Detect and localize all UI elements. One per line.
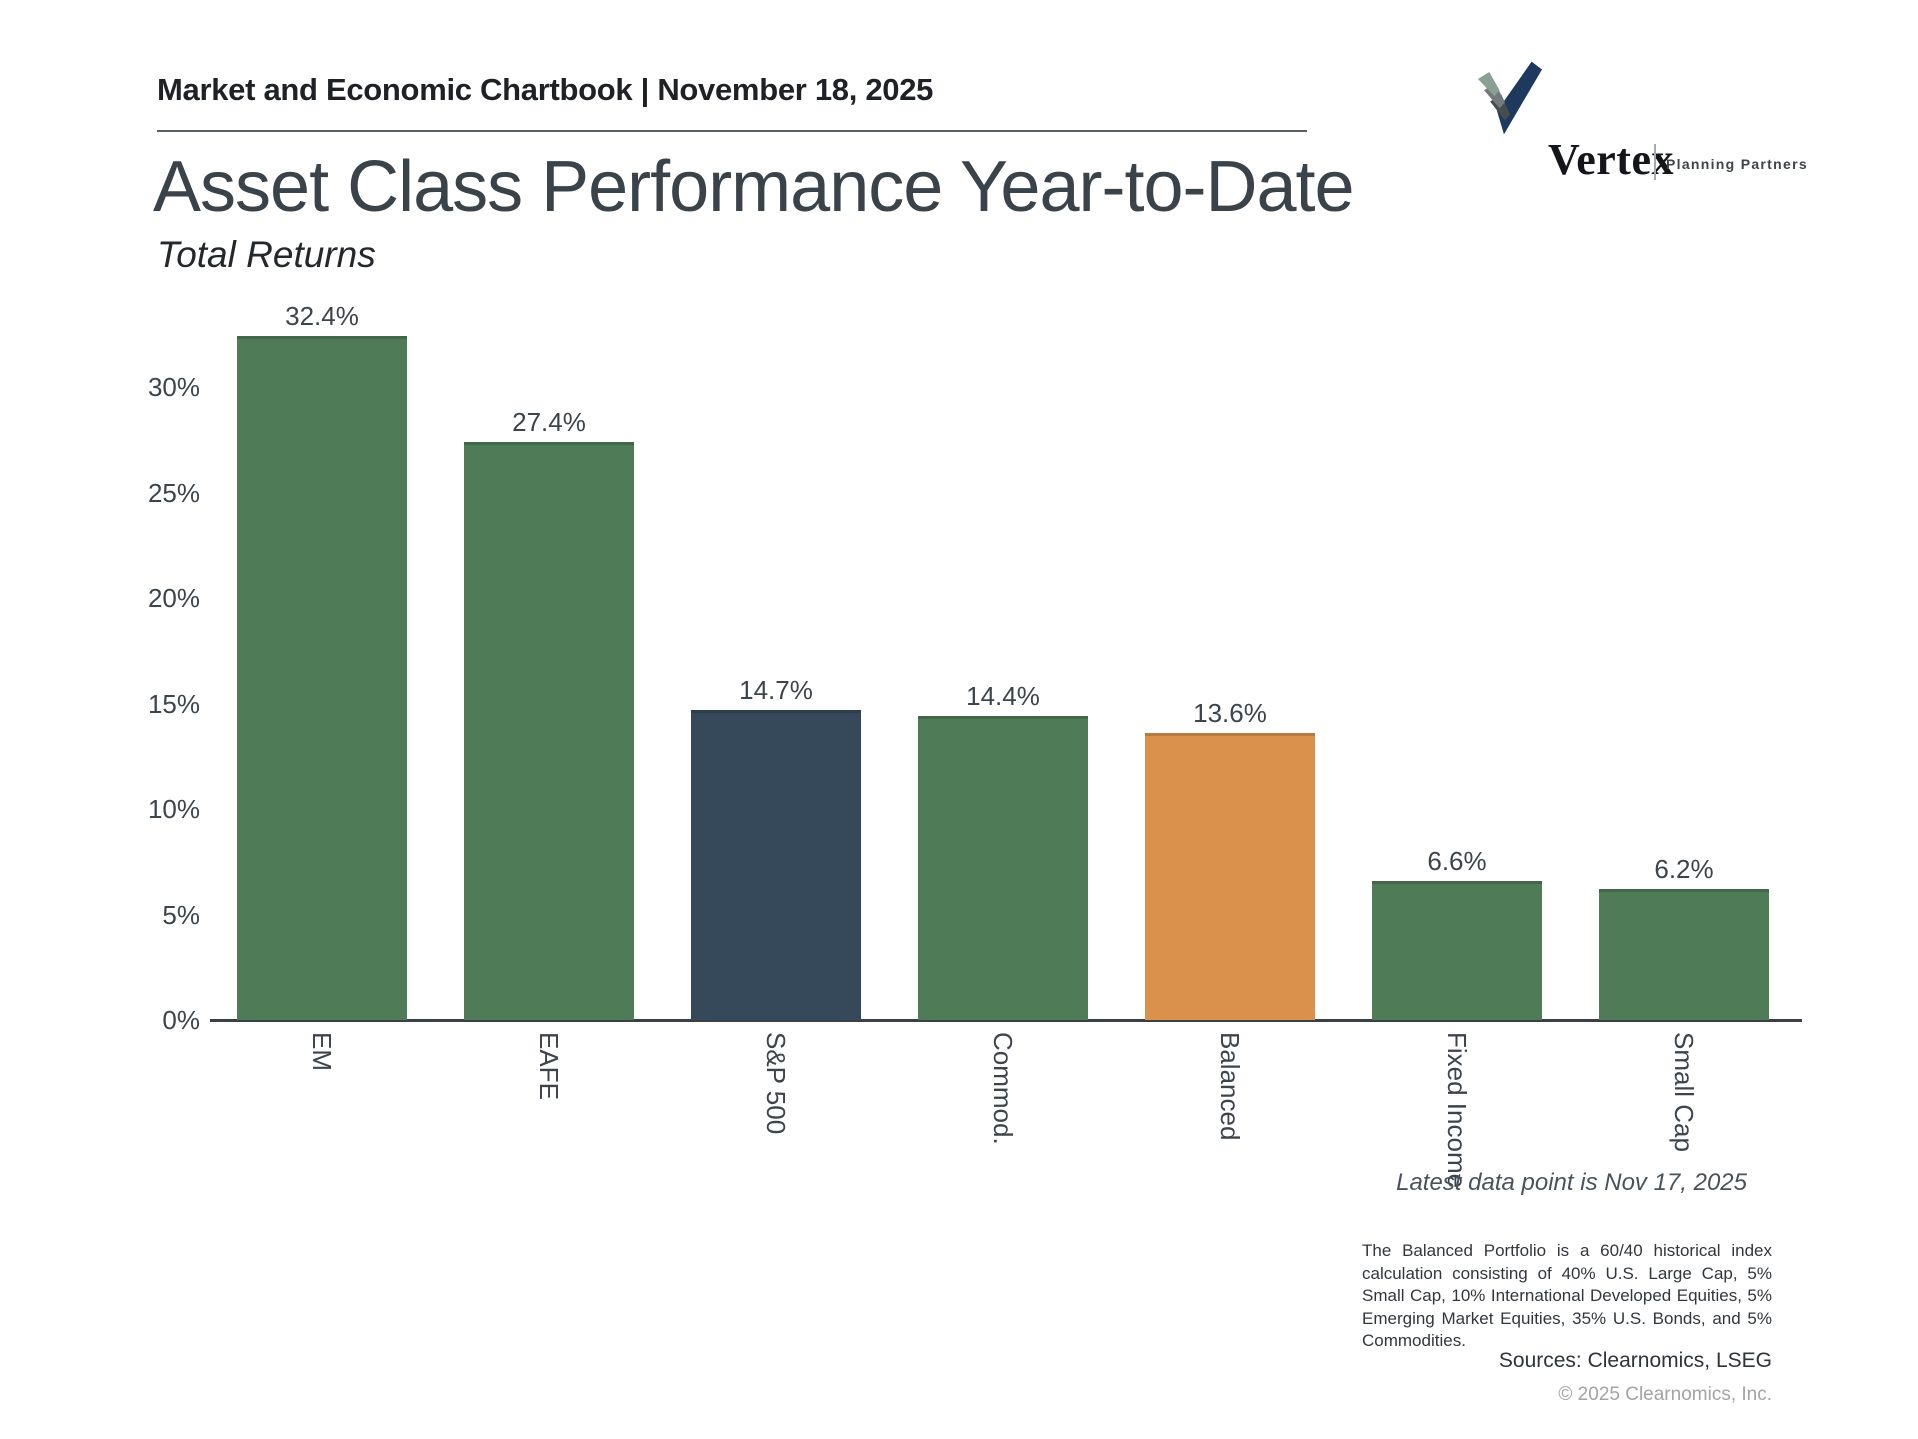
bar-small-cap bbox=[1599, 889, 1769, 1020]
vertex-checkmark-icon bbox=[1478, 61, 1542, 135]
logo-tagline-text: Planning Partners bbox=[1666, 156, 1808, 172]
sources-line: Sources: Clearnomics, LSEG bbox=[1498, 1349, 1772, 1372]
y-tick-label: 30% bbox=[147, 372, 200, 402]
bar-value-label: 6.6% bbox=[1427, 845, 1487, 876]
y-tick-label: 20% bbox=[147, 583, 200, 613]
bar-eafe bbox=[464, 441, 634, 1020]
bar-value-label: 6.2% bbox=[1654, 854, 1714, 885]
logo-brand-text: Vertex bbox=[1548, 135, 1674, 184]
y-tick-label: 15% bbox=[147, 688, 200, 719]
bar-balanced bbox=[1145, 733, 1315, 1020]
bar-em bbox=[237, 336, 407, 1020]
bar-s-p-500 bbox=[691, 709, 861, 1020]
bar-value-label: 14.4% bbox=[966, 681, 1040, 712]
x-tick-label: EM bbox=[307, 1032, 337, 1071]
page-title: Asset Class Performance Year-to-Date bbox=[153, 147, 1355, 227]
balanced-portfolio-footnote: The Balanced Portfolio is a 60/40 histor… bbox=[1362, 1241, 1772, 1351]
x-tick-label: EAFE bbox=[534, 1032, 564, 1100]
vertex-logo: Vertex Planning Partners bbox=[1478, 58, 1807, 184]
y-tick-label: 25% bbox=[147, 477, 200, 508]
latest-data-note: Latest data point is Nov 17, 2025 bbox=[1396, 1169, 1747, 1196]
bar-value-label: 14.7% bbox=[739, 674, 813, 705]
x-tick-label: Commod. bbox=[988, 1032, 1018, 1145]
copyright-line: © 2025 Clearnomics, Inc. bbox=[1558, 1384, 1772, 1405]
x-tick-label: Fixed Income bbox=[1442, 1032, 1472, 1189]
y-tick-label: 5% bbox=[162, 899, 200, 930]
x-tick-label: S&P 500 bbox=[761, 1032, 791, 1135]
y-tick-label: 10% bbox=[147, 794, 200, 824]
bar-value-label: 27.4% bbox=[512, 406, 586, 437]
page-subtitle: Total Returns bbox=[157, 234, 376, 275]
x-tick-label: Small Cap bbox=[1669, 1032, 1699, 1152]
x-tick-label: Balanced bbox=[1215, 1032, 1245, 1141]
bar-value-label: 13.6% bbox=[1193, 698, 1267, 729]
header-divider-rule bbox=[157, 130, 1307, 132]
bar-commod- bbox=[918, 716, 1088, 1020]
bar-value-label: 32.4% bbox=[285, 301, 359, 332]
y-tick-label: 0% bbox=[162, 1005, 200, 1035]
bar-fixed-income bbox=[1372, 880, 1542, 1020]
x-axis-line bbox=[210, 1019, 1802, 1022]
logo-divider bbox=[1654, 144, 1656, 180]
chartbook-header-title: Market and Economic Chartbook | November… bbox=[157, 72, 934, 107]
